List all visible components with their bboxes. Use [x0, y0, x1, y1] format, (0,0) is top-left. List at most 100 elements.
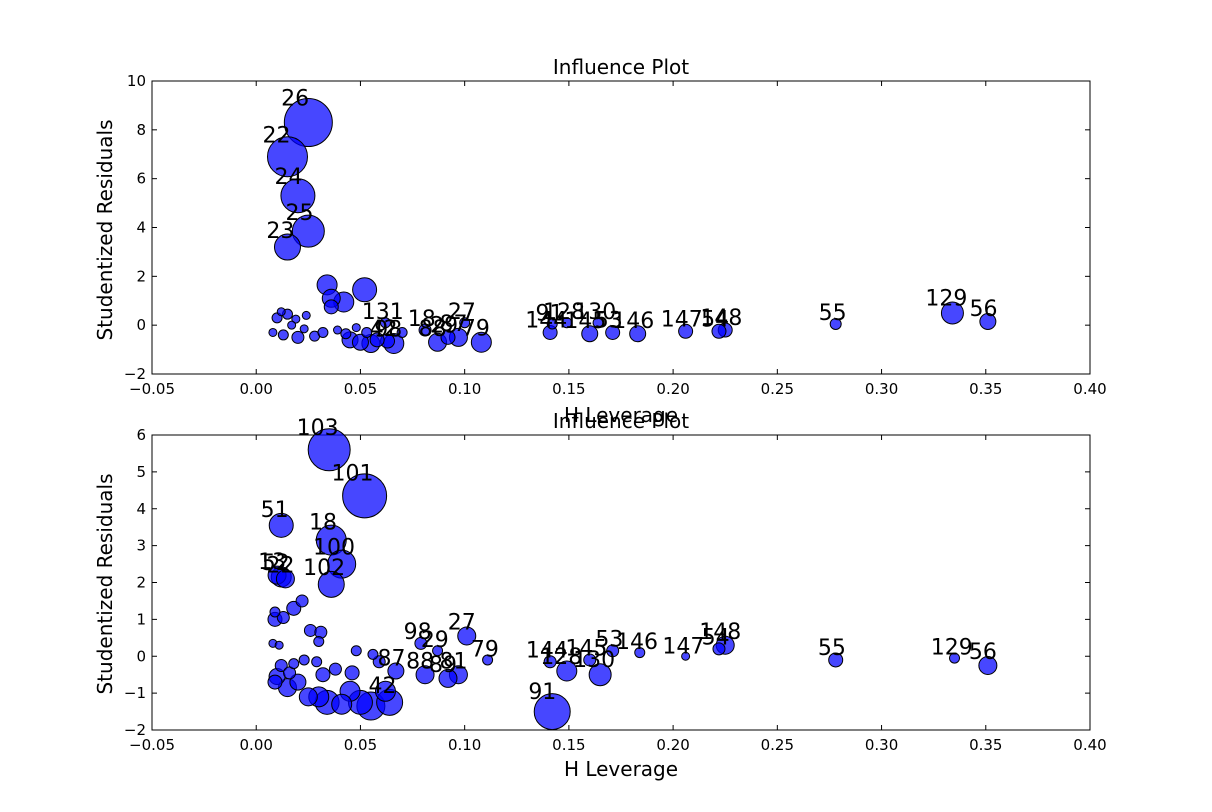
- point-label: 130: [574, 300, 616, 325]
- y-tick-label: 6: [136, 426, 146, 444]
- point-label: 81: [439, 649, 467, 674]
- y-tick-label: 2: [136, 267, 146, 285]
- data-point: [266, 136, 308, 178]
- y-tick-label: 8: [136, 121, 146, 139]
- point-label: 144: [525, 309, 567, 334]
- data-point: [432, 645, 444, 657]
- data-point: [440, 329, 456, 345]
- data-point: [681, 651, 691, 661]
- data-point: [459, 317, 471, 329]
- point-label: 145: [565, 637, 607, 662]
- data-point: [828, 652, 844, 668]
- point-label: 103: [297, 416, 339, 441]
- data-point: [396, 326, 408, 338]
- y-tick-label: −1: [124, 684, 146, 702]
- point-label: 54: [702, 626, 730, 651]
- data-point: [712, 642, 726, 656]
- data-point: [299, 324, 309, 334]
- data-point: [374, 680, 396, 702]
- point-label: 79: [462, 316, 490, 341]
- point-label: 53: [595, 309, 623, 334]
- x-tick-label: 0.30: [865, 736, 898, 754]
- data-point: [298, 654, 310, 666]
- point-label: 26: [281, 87, 309, 112]
- point-label: 53: [595, 628, 623, 653]
- data-point: [470, 331, 492, 353]
- y-tick-label: 0: [136, 316, 146, 334]
- data-point: [291, 314, 301, 324]
- y-tick-label: 6: [136, 170, 146, 188]
- data-point: [588, 663, 612, 687]
- x-tick-label: −0.05: [129, 380, 175, 398]
- point-label: 25: [286, 201, 314, 226]
- point-label: 18: [408, 307, 436, 332]
- data-point: [414, 636, 428, 650]
- point-label: 87: [439, 312, 467, 337]
- x-tick-label: 0.35: [969, 380, 1002, 398]
- data-point: [949, 652, 961, 664]
- point-label: 18: [309, 511, 337, 536]
- point-label: 130: [573, 648, 615, 673]
- point-label: 52: [262, 551, 290, 576]
- data-point: [276, 611, 290, 625]
- data-point: [629, 325, 647, 343]
- data-point: [350, 645, 362, 657]
- data-point: [978, 655, 998, 675]
- data-point: [275, 569, 295, 589]
- data-point: [482, 654, 494, 666]
- point-label: 128: [540, 645, 582, 670]
- point-label: 56: [969, 640, 997, 665]
- point-label: 98: [374, 317, 402, 342]
- y-tick-label: 5: [136, 463, 146, 481]
- point-label: 129: [931, 636, 973, 661]
- data-point: [267, 674, 283, 690]
- x-tick-label: 0.20: [656, 736, 689, 754]
- data-point: [678, 323, 694, 339]
- x-tick-label: 0.10: [448, 380, 481, 398]
- data-point: [274, 658, 288, 672]
- data-point: [291, 214, 325, 248]
- data-point: [287, 320, 297, 330]
- point-label: 88: [419, 317, 447, 342]
- data-point: [415, 665, 435, 685]
- data-point: [605, 324, 621, 340]
- point-label: 98: [404, 620, 432, 645]
- point-label: 55: [819, 301, 847, 326]
- data-point: [291, 330, 305, 344]
- x-axis-label: H Leverage: [564, 757, 678, 781]
- x-tick-label: 0.15: [552, 380, 585, 398]
- data-point: [379, 317, 391, 329]
- data-point: [438, 668, 458, 688]
- data-point: [273, 233, 301, 261]
- data-point: [268, 512, 294, 538]
- point-label: 148: [700, 306, 742, 331]
- data-point: [269, 606, 281, 618]
- data-point: [323, 299, 339, 315]
- data-point: [317, 570, 345, 598]
- plot-title: Influence Plot: [553, 55, 689, 79]
- x-tick-label: 0.00: [240, 736, 273, 754]
- data-point: [344, 665, 360, 681]
- point-label: 23: [266, 219, 294, 244]
- data-point: [583, 653, 597, 667]
- y-tick-label: 2: [136, 574, 146, 592]
- x-tick-label: 0.25: [761, 736, 794, 754]
- data-point: [351, 333, 369, 351]
- data-point: [940, 301, 964, 325]
- y-tick-label: 3: [136, 537, 146, 555]
- data-point: [313, 636, 325, 647]
- point-label: 102: [303, 556, 345, 581]
- data-point: [333, 325, 343, 335]
- x-tick-label: 0.05: [344, 380, 377, 398]
- x-tick-label: 0.30: [865, 380, 898, 398]
- point-label: 129: [925, 286, 967, 311]
- point-label: 89: [429, 653, 457, 678]
- x-tick-label: 0.40: [1073, 736, 1106, 754]
- point-label: 27: [448, 300, 476, 325]
- data-point: [387, 662, 405, 680]
- data-point: [581, 325, 599, 343]
- data-point: [829, 317, 842, 330]
- x-tick-label: 0.00: [240, 380, 273, 398]
- data-point: [317, 326, 329, 338]
- point-label: 91: [528, 680, 556, 705]
